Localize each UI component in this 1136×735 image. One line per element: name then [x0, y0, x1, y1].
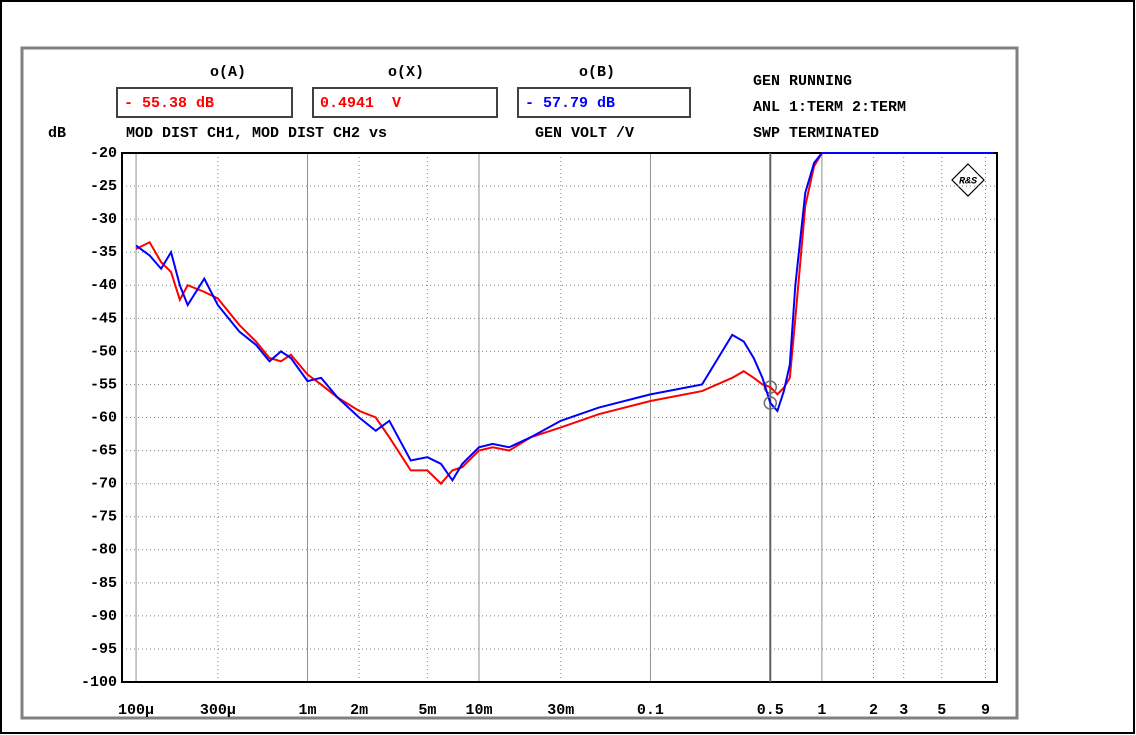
- chart-title: MOD DIST CH1, MOD DIST CH2 vs: [126, 125, 387, 142]
- readout-value: - 55.38 dB: [124, 95, 214, 112]
- series-line: [135, 152, 994, 483]
- x-axis-label: GEN VOLT /V: [535, 125, 634, 142]
- status-line: SWP TERMINATED: [753, 125, 879, 142]
- svg-text:R&S: R&S: [959, 177, 977, 188]
- y-tick-label: -55: [90, 376, 117, 393]
- y-tick-label: -85: [90, 575, 117, 592]
- x-tick-label: 2m: [350, 702, 368, 719]
- channel-label: o(A): [210, 64, 246, 81]
- x-tick-label: 10m: [465, 702, 492, 719]
- status-line: GEN RUNNING: [753, 73, 852, 90]
- x-tick-label: 0.1: [637, 702, 664, 719]
- x-tick-label: 100µ: [118, 702, 154, 719]
- channel-label: o(X): [388, 64, 424, 81]
- cursor-marker: [763, 396, 778, 410]
- y-tick-label: -65: [90, 443, 117, 460]
- y-tick-label: -95: [90, 641, 117, 658]
- y-tick-label: -40: [90, 277, 117, 294]
- y-tick-label: -80: [90, 542, 117, 559]
- y-tick-label: -30: [90, 211, 117, 228]
- x-tick-label: 3: [899, 702, 908, 719]
- x-tick-label: 9: [981, 702, 990, 719]
- x-tick-label: 5m: [418, 702, 436, 719]
- logo: R&S: [951, 163, 985, 197]
- x-tick-label: 30m: [547, 702, 574, 719]
- y-tick-label: -45: [90, 310, 117, 327]
- channel-label: o(B): [579, 64, 615, 81]
- readout-box: [517, 87, 691, 118]
- y-tick-label: -75: [90, 509, 117, 526]
- status-line: ANL 1:TERM 2:TERM: [753, 99, 906, 116]
- x-tick-label: 0.5: [757, 702, 784, 719]
- x-tick-label: 5: [937, 702, 946, 719]
- readout-box: [116, 87, 293, 118]
- y-tick-label: -90: [90, 608, 117, 625]
- readout-value: 0.4941 V: [320, 95, 401, 112]
- x-tick-label: 300µ: [200, 702, 236, 719]
- y-tick-label: -100: [81, 674, 117, 691]
- plot-frame: [121, 152, 998, 683]
- readout-box: [312, 87, 498, 118]
- panel: [20, 46, 1019, 720]
- y-tick-label: -20: [90, 145, 117, 162]
- y-axis-label: dB: [48, 125, 66, 142]
- x-tick-label: 1: [817, 702, 826, 719]
- y-tick-label: -60: [90, 409, 117, 426]
- y-tick-label: -70: [90, 476, 117, 493]
- x-tick-label: 1m: [299, 702, 317, 719]
- readout-value: - 57.79 dB: [525, 95, 615, 112]
- y-tick-label: -50: [90, 343, 117, 360]
- y-tick-label: -35: [90, 244, 117, 261]
- x-tick-label: 2: [869, 702, 878, 719]
- y-tick-label: -25: [90, 178, 117, 195]
